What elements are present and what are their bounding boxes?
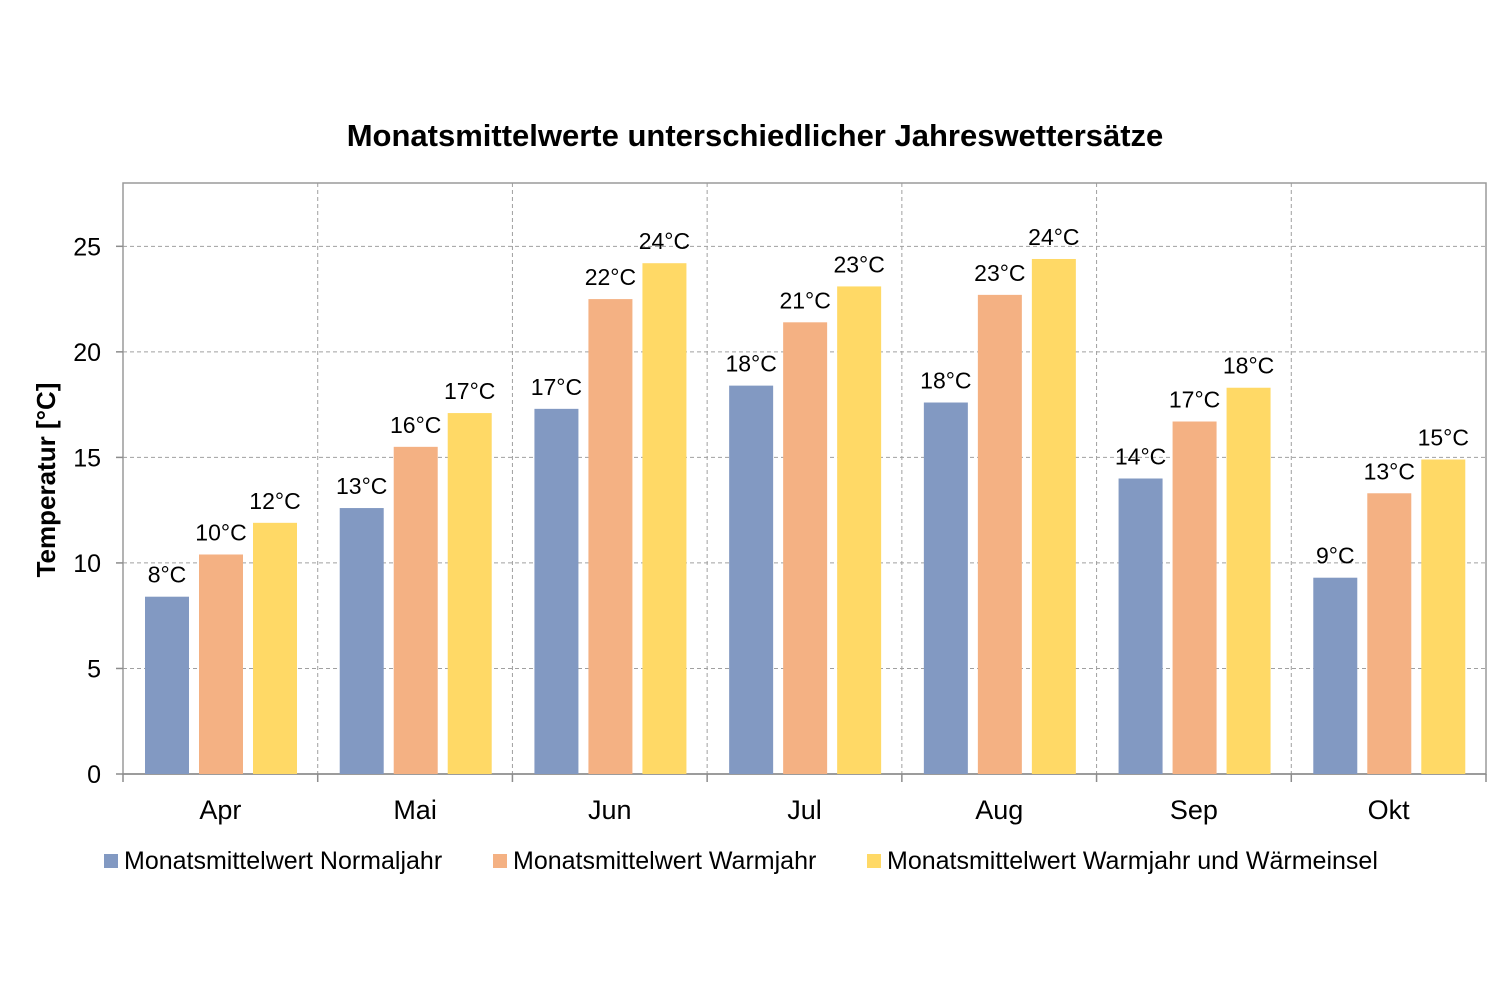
data-label-Mai-series-3: 17°C bbox=[444, 378, 495, 404]
data-label-Aug-series-3: 24°C bbox=[1028, 224, 1079, 250]
bar-Jun-series-2 bbox=[588, 299, 633, 774]
y-tick-label-10: 10 bbox=[73, 550, 101, 578]
bar-Okt-series-2 bbox=[1367, 493, 1412, 774]
legend-label-series-1: Monatsmittelwert Normaljahr bbox=[124, 847, 442, 875]
data-label-Okt-series-2: 13°C bbox=[1364, 458, 1415, 484]
bar-Jun-series-3 bbox=[642, 263, 687, 774]
data-label-Okt-series-3: 15°C bbox=[1418, 425, 1469, 451]
bar-Mai-series-3 bbox=[447, 413, 492, 774]
bar-Sep-series-1 bbox=[1118, 478, 1163, 774]
data-label-Sep-series-2: 17°C bbox=[1169, 387, 1220, 413]
data-label-Jun-series-2: 22°C bbox=[585, 264, 636, 290]
data-label-Sep-series-1: 14°C bbox=[1115, 444, 1166, 470]
data-label-Okt-series-1: 9°C bbox=[1316, 543, 1355, 569]
x-tick-label-Okt: Okt bbox=[1368, 795, 1411, 825]
legend-item-series-3: Monatsmittelwert Warmjahr und Wärmeinsel bbox=[867, 847, 1378, 875]
data-label-Sep-series-3: 18°C bbox=[1223, 353, 1274, 379]
legend-label-series-2: Monatsmittelwert Warmjahr bbox=[513, 847, 816, 875]
x-tick-label-Aug: Aug bbox=[975, 795, 1023, 825]
bar-Jun-series-1 bbox=[534, 408, 579, 774]
y-tick-label-15: 15 bbox=[73, 444, 101, 472]
x-tick-label-Sep: Sep bbox=[1170, 795, 1218, 825]
bar-Jul-series-3 bbox=[837, 286, 882, 774]
y-axis-label: Temperatur [°C] bbox=[31, 383, 61, 578]
bar-Aug-series-2 bbox=[977, 294, 1022, 774]
x-tick-label-Jul: Jul bbox=[787, 795, 822, 825]
data-label-Aug-series-2: 23°C bbox=[974, 260, 1025, 286]
bars-layer bbox=[145, 258, 1466, 774]
legend-swatch-series-2 bbox=[493, 854, 507, 868]
bar-Jul-series-1 bbox=[729, 385, 774, 774]
data-label-Mai-series-2: 16°C bbox=[390, 412, 441, 438]
y-tick-label-5: 5 bbox=[87, 655, 101, 683]
data-label-Mai-series-1: 13°C bbox=[336, 473, 387, 499]
x-tick-label-Mai: Mai bbox=[393, 795, 437, 825]
tick-labels-layer: 0 5 10 15 20 25 Apr Mai Jun Jul Aug Sep Okt bbox=[73, 233, 1410, 825]
y-tick-label-20: 20 bbox=[73, 339, 101, 367]
data-label-Jul-series-1: 18°C bbox=[725, 351, 776, 377]
bar-Apr-series-3 bbox=[253, 522, 297, 774]
bar-Mai-series-2 bbox=[393, 446, 438, 774]
y-tick-label-25: 25 bbox=[73, 233, 101, 261]
bar-Okt-series-3 bbox=[1421, 459, 1466, 774]
legend-swatch-series-1 bbox=[104, 854, 118, 868]
legend-swatch-series-3 bbox=[867, 854, 881, 868]
bar-Jul-series-2 bbox=[783, 322, 828, 774]
data-label-Apr-series-2: 10°C bbox=[195, 519, 246, 545]
y-tick-label-0: 0 bbox=[87, 761, 101, 789]
chart-title: Monatsmittelwerte unterschiedlicher Jahr… bbox=[347, 118, 1164, 153]
bar-Apr-series-2 bbox=[199, 554, 243, 774]
bar-Mai-series-1 bbox=[339, 508, 384, 774]
data-label-Apr-series-1: 8°C bbox=[148, 562, 187, 588]
data-labels-layer: 8°C10°C12°C13°C16°C17°C 17°C22°C24°C18°C2… bbox=[148, 224, 1469, 588]
bar-Sep-series-3 bbox=[1226, 387, 1271, 774]
bar-Okt-series-1 bbox=[1313, 577, 1358, 774]
data-label-Jul-series-3: 23°C bbox=[833, 251, 884, 277]
bar-Aug-series-1 bbox=[923, 402, 968, 774]
bar-Sep-series-2 bbox=[1172, 421, 1217, 774]
legend-item-series-1: Monatsmittelwert Normaljahr bbox=[104, 847, 442, 875]
bar-Apr-series-1 bbox=[145, 596, 189, 774]
data-label-Jun-series-3: 24°C bbox=[639, 228, 690, 254]
legend-label-series-3: Monatsmittelwert Warmjahr und Wärmeinsel bbox=[887, 847, 1378, 875]
legend: Monatsmittelwert Normaljahr Monatsmittelw… bbox=[104, 847, 1378, 875]
data-label-Jul-series-2: 21°C bbox=[779, 287, 830, 313]
x-tick-label-Jun: Jun bbox=[588, 795, 632, 825]
legend-item-series-2: Monatsmittelwert Warmjahr bbox=[493, 847, 816, 875]
data-label-Apr-series-3: 12°C bbox=[249, 488, 300, 514]
data-label-Jun-series-1: 17°C bbox=[531, 374, 582, 400]
bar-Aug-series-3 bbox=[1031, 258, 1076, 774]
x-tick-label-Apr: Apr bbox=[199, 795, 241, 825]
data-label-Aug-series-1: 18°C bbox=[920, 368, 971, 394]
